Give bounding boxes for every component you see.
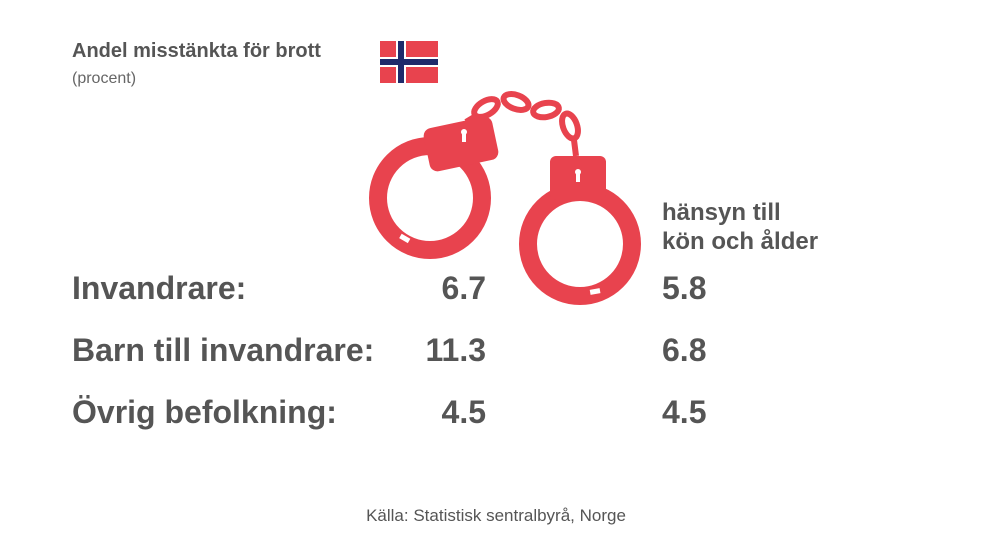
chart-title: Andel misstänkta för brott bbox=[72, 40, 321, 62]
adjusted-value-barn-till-invandrare: 6.8 bbox=[662, 332, 707, 368]
source-note: Källa: Statistisk sentralbyrå, Norge bbox=[366, 506, 626, 525]
adjusted-value-invandrare: 5.8 bbox=[662, 270, 707, 306]
row-label-barn-till-invandrare: Barn till invandrare: bbox=[72, 332, 375, 368]
norway-flag-icon bbox=[380, 41, 438, 83]
row-label-ovrig-befolkning: Övrig befolkning: bbox=[72, 394, 337, 430]
adjusted-label-line-2: kön och ålder bbox=[662, 228, 819, 255]
handcuffs-icon bbox=[369, 91, 641, 305]
row-label-invandrare: Invandrare: bbox=[72, 270, 247, 306]
chart-subtitle: (procent) bbox=[72, 70, 137, 87]
adjusted-column-label: hänsyn till kön och ålder bbox=[662, 198, 818, 256]
raw-value-barn-till-invandrare: 11.3 bbox=[425, 332, 486, 368]
raw-value-ovrig-befolkning: 4.5 bbox=[441, 394, 486, 430]
adjusted-label-line-1: hänsyn till bbox=[662, 199, 781, 226]
raw-value-invandrare: 6.7 bbox=[441, 270, 486, 306]
adjusted-value-ovrig-befolkning: 4.5 bbox=[662, 394, 707, 430]
